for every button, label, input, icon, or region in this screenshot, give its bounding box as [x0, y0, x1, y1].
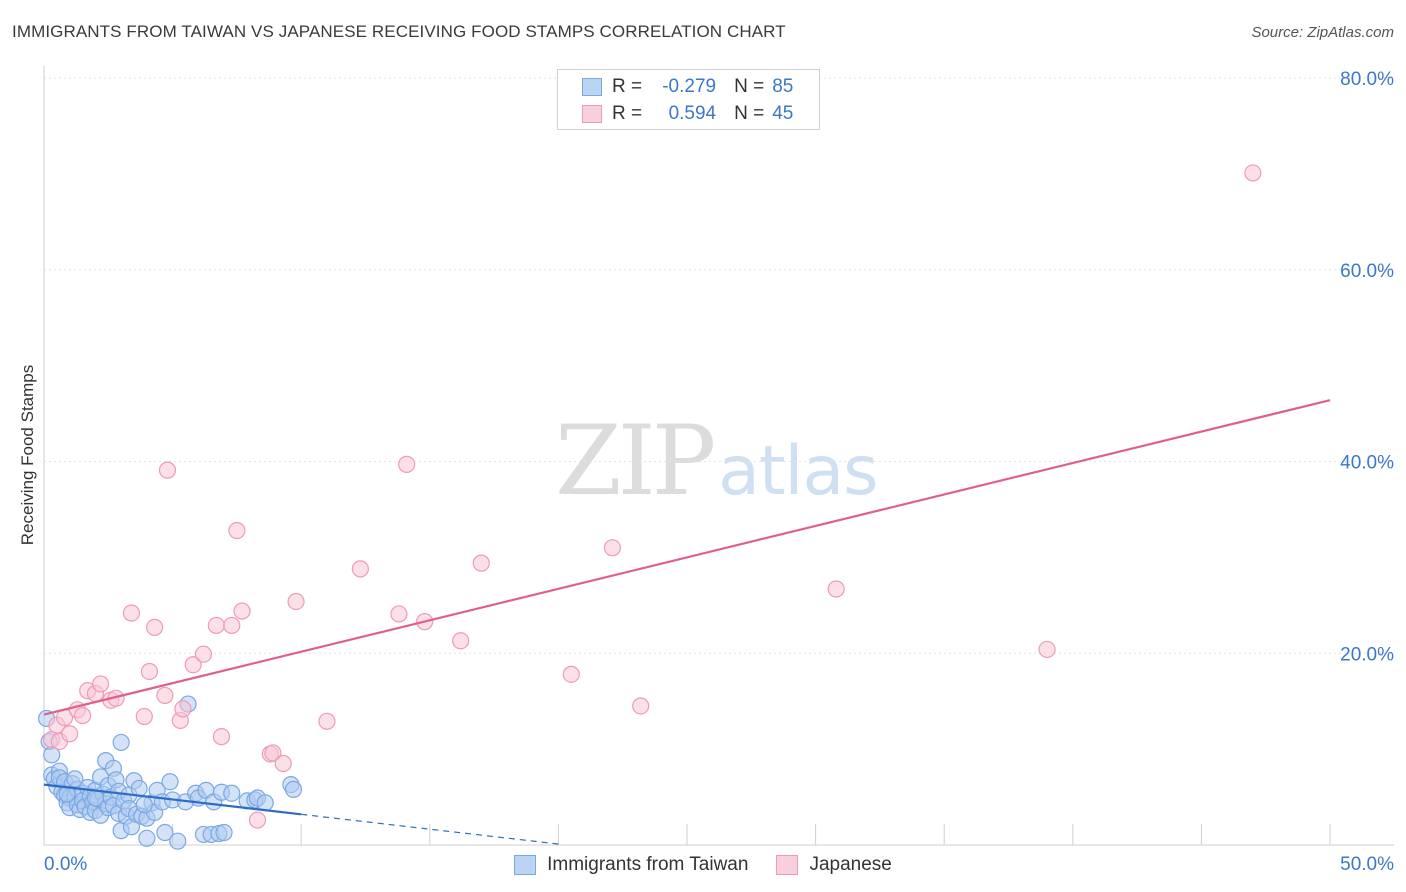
japanese-point [194, 645, 213, 663]
japanese-point [1038, 640, 1056, 659]
taiwan-point [215, 823, 233, 842]
r-label: R = [612, 103, 643, 124]
r-value: -0.279 [662, 76, 717, 97]
japanese-point [827, 580, 845, 598]
legend-label-taiwan: Immigrants from Taiwan [547, 854, 749, 875]
taiwan-trend-line [43, 783, 302, 816]
stats-legend: R = -0.279 N = 85 R = 0.594 N = 45 [557, 69, 820, 130]
x-tick-label: 50.0% [1340, 854, 1394, 875]
japanese-point [632, 697, 650, 715]
taiwan-point [112, 733, 130, 752]
stats-row-taiwan: R = -0.279 N = 85 [582, 75, 793, 99]
taiwan-legend-swatch [514, 855, 537, 875]
japanese-point [135, 707, 153, 726]
watermark-atlas: atlas [718, 432, 878, 511]
n-value: 45 [772, 103, 794, 124]
japanese-point [274, 754, 292, 773]
japanese-point [351, 560, 369, 578]
y-tick-label: 80.0% [1340, 69, 1394, 90]
japanese-point [61, 725, 79, 743]
japanese-legend-swatch [776, 855, 799, 875]
legend-item-japanese: Japanese [776, 854, 892, 876]
japanese-point [562, 665, 580, 683]
japanese-point [264, 744, 282, 762]
japanese-point [223, 616, 241, 635]
japanese-point [207, 616, 225, 635]
japanese-point [174, 700, 192, 718]
trend-lines [43, 399, 1331, 845]
chart-title: IMMIGRANTS FROM TAIWAN VS JAPANESE RECEI… [12, 22, 786, 41]
stats-row-japanese: R = 0.594 N = 45 [582, 102, 793, 126]
watermark: ZIPatlas [555, 405, 879, 517]
y-tick-label: 40.0% [1340, 453, 1394, 474]
taiwan-point [138, 829, 156, 847]
grid-lines [44, 77, 1394, 654]
legend-item-taiwan: Immigrants from Taiwan [514, 854, 748, 876]
japanese-trend-line [43, 399, 1331, 716]
taiwan-point [169, 832, 187, 850]
n-label: N = [734, 103, 765, 124]
taiwan-swatch [582, 78, 602, 96]
japanese-point [145, 618, 164, 636]
japanese-point [228, 521, 246, 540]
japanese-point [156, 686, 174, 705]
japanese-point [184, 656, 202, 674]
r-value: 0.594 [668, 103, 717, 124]
taiwan-point [223, 784, 241, 802]
japanese-point [122, 604, 141, 622]
taiwan-point [156, 823, 174, 842]
japanese-point [472, 554, 490, 572]
japanese-point [452, 632, 470, 650]
series-japanese-points [43, 164, 1262, 829]
japanese-swatch [582, 105, 602, 123]
japanese-point [212, 728, 231, 746]
source-label: Source: ZipAtlas.com [1251, 24, 1394, 41]
japanese-point [140, 662, 159, 681]
y-tick-label: 20.0% [1340, 644, 1394, 665]
japanese-point [158, 461, 177, 479]
n-label: N = [734, 76, 765, 97]
japanese-point [398, 455, 416, 473]
taiwan-point [135, 796, 153, 814]
y-tick-label: 60.0% [1340, 261, 1394, 282]
japanese-point [318, 712, 336, 730]
japanese-point [91, 675, 110, 693]
r-label: R = [612, 76, 643, 97]
axes [43, 66, 1394, 846]
series-legend: Immigrants from Taiwan Japanese [0, 852, 1406, 878]
tick-labels: 20.0% 40.0% 60.0% 80.0% 0.0% 50.0% [44, 69, 1394, 875]
n-value: 85 [772, 76, 794, 97]
japanese-point [603, 539, 622, 557]
taiwan-point [66, 770, 84, 788]
japanese-point [287, 592, 305, 611]
japanese-point [73, 706, 92, 725]
japanese-point [1244, 164, 1262, 182]
taiwan-point [284, 780, 303, 798]
japanese-point [390, 605, 408, 623]
japanese-point [248, 811, 267, 829]
x-tick-label: 0.0% [44, 854, 87, 875]
taiwan-point [86, 789, 105, 807]
legend-label-japanese: Japanese [809, 854, 892, 875]
taiwan-point [161, 773, 179, 791]
japanese-point [233, 602, 251, 620]
